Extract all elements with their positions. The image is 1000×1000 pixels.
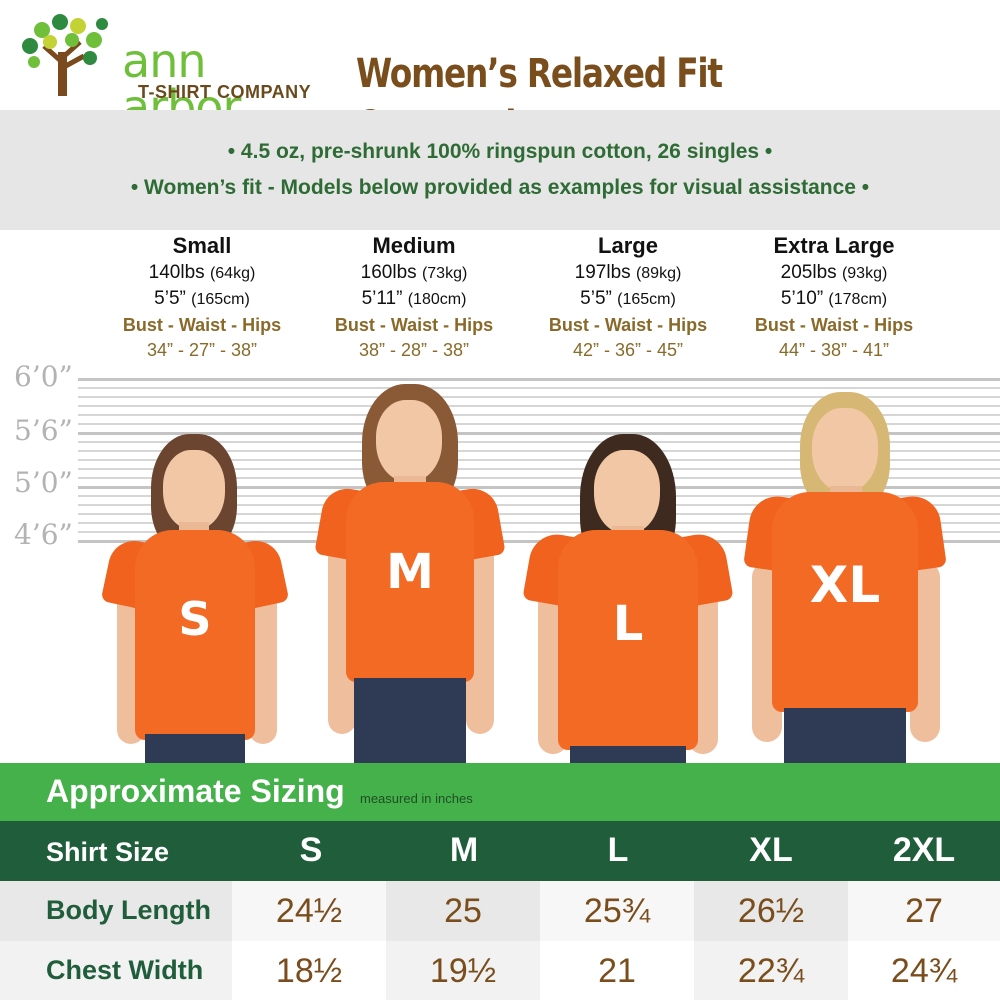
model-weight: 140lbs (64kg) xyxy=(148,262,256,283)
sizing-title: Approximate Sizing xyxy=(46,773,345,809)
model-height: 5’11” (180cm) xyxy=(361,288,467,309)
height-label: 5’0” xyxy=(14,466,73,499)
table-cell: 25¾ xyxy=(540,881,694,941)
table-cell: 26½ xyxy=(694,881,848,941)
ruler-line xyxy=(78,477,1000,479)
shirt-size-letter: M xyxy=(386,544,434,600)
size-cell: 2XL xyxy=(892,831,956,869)
shirt-size-letter: S xyxy=(178,592,212,646)
brand-logo[interactable]: ann arbor T-SHIRT COMPANY xyxy=(14,12,324,130)
model-stats-medium: Medium 160lbs (73kg) 5’11” (180cm) Bust … xyxy=(309,232,519,362)
features-band: • 4.5 oz, pre-shrunk 100% ringspun cotto… xyxy=(0,110,1000,230)
brand-subtitle: T-SHIRT COMPANY xyxy=(138,82,312,102)
tree-icon xyxy=(22,14,108,96)
ruler-line xyxy=(78,522,1000,524)
table-cell: 19½ xyxy=(386,941,540,1000)
ruler-line xyxy=(78,513,1000,515)
size-cell: S xyxy=(299,831,323,869)
bwh-values: 44” - 38” - 41” xyxy=(778,340,890,360)
table-cell: 24¾ xyxy=(848,941,1000,1000)
ruler-line xyxy=(78,396,1000,398)
brand-name: ann arbor xyxy=(122,34,241,134)
ruler-line xyxy=(78,459,1000,461)
bwh-values: 34” - 27” - 38” xyxy=(146,340,258,360)
ruler-line xyxy=(78,504,1000,506)
table-row-body-length: Body Length 24½ 25 25¾ 26½ 27 xyxy=(0,881,1000,941)
model-photo-large: L xyxy=(522,434,734,764)
bwh-label: Bust - Waist - Hips xyxy=(122,315,282,335)
model-stats-large: Large 197lbs (89kg) 5’5” (165cm) Bust - … xyxy=(523,232,733,362)
ruler-line xyxy=(78,486,1000,489)
bwh-values: 42” - 36” - 45” xyxy=(572,340,684,360)
ruler-line xyxy=(78,423,1000,425)
table-cell: 22¾ xyxy=(694,941,848,1000)
table-cell: 24½ xyxy=(232,881,386,941)
shirt-size-label: Shirt Size xyxy=(46,837,170,867)
table-cell: 25 xyxy=(386,881,540,941)
sizing-note: measured in inches xyxy=(360,791,473,806)
height-label: 4’6” xyxy=(14,518,73,551)
model-size-label: Extra Large xyxy=(773,233,895,258)
model-height: 5’10” (178cm) xyxy=(780,288,888,309)
row-label: Body Length xyxy=(46,895,211,925)
ruler-line xyxy=(78,468,1000,470)
size-header-row: Shirt Size S M L XL 2XL xyxy=(0,821,1000,881)
ruler-line xyxy=(78,531,1000,533)
table-cell: 27 xyxy=(848,881,1000,941)
ruler-line xyxy=(78,450,1000,452)
table-cell: 18½ xyxy=(232,941,386,1000)
bwh-label: Bust - Waist - Hips xyxy=(334,315,494,335)
bwh-values: 38” - 28” - 38” xyxy=(358,340,470,360)
model-stats-small: Small 140lbs (64kg) 5’5” (165cm) Bust - … xyxy=(97,232,307,362)
ruler-line xyxy=(78,387,1000,389)
size-cell: L xyxy=(607,831,629,869)
ruler-line xyxy=(78,414,1000,416)
ruler-line xyxy=(78,405,1000,407)
model-height: 5’5” (165cm) xyxy=(580,288,676,309)
row-label: Chest Width xyxy=(46,955,204,985)
feature-line: • Women’s fit - Models below provided as… xyxy=(130,176,870,199)
table-cell: 21 xyxy=(540,941,694,1000)
model-weight: 197lbs (89kg) xyxy=(574,262,682,283)
model-photo-medium: M xyxy=(314,384,506,764)
feature-line: • 4.5 oz, pre-shrunk 100% ringspun cotto… xyxy=(227,140,773,163)
size-cell: M xyxy=(449,831,479,869)
model-weight: 205lbs (93kg) xyxy=(780,262,888,283)
ruler-line xyxy=(78,432,1000,435)
model-photo-small: S xyxy=(100,434,290,764)
bwh-label: Bust - Waist - Hips xyxy=(548,315,708,335)
model-size-label: Small xyxy=(172,233,232,258)
model-size-label: Large xyxy=(598,233,658,258)
size-cell: XL xyxy=(749,831,793,869)
model-stats-extra-large: Extra Large 205lbs (93kg) 5’10” (178cm) … xyxy=(729,232,939,362)
model-size-label: Medium xyxy=(372,233,456,258)
ruler-line xyxy=(78,441,1000,443)
shirt-size-letter: XL xyxy=(809,556,881,614)
model-photo-extra-large: XL xyxy=(743,392,947,764)
bwh-label: Bust - Waist - Hips xyxy=(754,315,914,335)
model-height: 5’5” (165cm) xyxy=(154,288,250,309)
ruler-line xyxy=(78,495,1000,497)
table-row-chest-width: Chest Width 18½ 19½ 21 22¾ 24¾ xyxy=(0,941,1000,1000)
model-weight: 160lbs (73kg) xyxy=(360,262,468,283)
height-label: 6’0” xyxy=(14,360,73,393)
height-label: 5’6” xyxy=(14,414,73,447)
sizing-header: Approximate Sizing measured in inches xyxy=(0,763,1000,821)
header: ann arbor T-SHIRT COMPANY Women’s Relaxe… xyxy=(0,0,1000,149)
ruler-line xyxy=(78,378,1000,381)
shirt-size-letter: L xyxy=(612,596,644,652)
